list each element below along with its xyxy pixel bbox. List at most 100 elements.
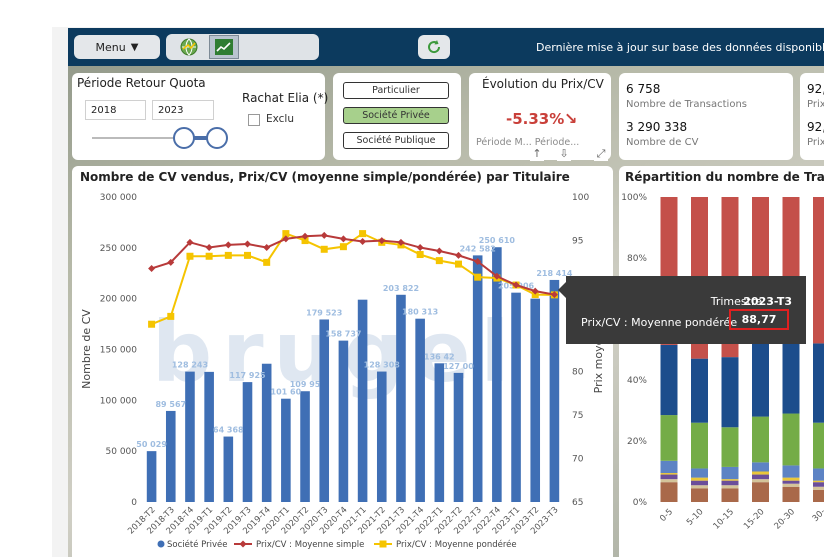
bar-value-label: 180 313	[402, 308, 438, 317]
focus-mode-icon[interactable]: ⤢	[594, 147, 608, 161]
bar-value-label: 203 822	[383, 284, 419, 293]
tooltip-label-price: Prix/CV : Moyenne pondérée	[581, 316, 738, 329]
x-tick-label: 5-10	[685, 507, 706, 528]
x-tick-label: 20-30	[773, 507, 798, 532]
bar	[472, 255, 483, 502]
rachat-title: Rachat Elia (*)	[242, 91, 329, 105]
line-point	[224, 241, 232, 249]
bar-value-label: 250 610	[479, 236, 516, 245]
stack-segment	[721, 485, 739, 489]
period-title: Période Retour Quota	[77, 76, 206, 90]
stack-segment	[721, 427, 739, 467]
y-tick-label: 40%	[627, 376, 647, 386]
y2-tick-label: 65	[572, 498, 583, 508]
stack-segment	[782, 486, 800, 502]
line-point	[416, 251, 424, 259]
stack-segment	[782, 340, 800, 414]
y-tick-label: 250 000	[100, 244, 137, 254]
bar-value-label: 109 95	[290, 380, 321, 389]
right-chart-title: Répartition du nombre de Trans	[625, 170, 824, 184]
y-tick-label: 200 000	[100, 295, 137, 305]
stack-segment	[813, 489, 824, 502]
filter-icon[interactable]: ⇩	[557, 147, 571, 161]
tooltip-label-quarter: Trimestre	[710, 295, 762, 308]
year-to-input[interactable]: 2023	[152, 100, 214, 120]
refresh-button[interactable]	[418, 35, 450, 59]
line-point	[359, 237, 367, 245]
segment-societe-publique[interactable]: Société Publique	[343, 132, 449, 149]
legend-label: Prix/CV : Moyenne simple	[256, 540, 364, 550]
stack-segment	[691, 485, 708, 489]
legend-label: Société Privée	[167, 539, 227, 550]
legend-label: Prix/CV : Moyenne pondérée	[396, 539, 517, 550]
y2-axis-label: Prix moye	[592, 338, 605, 393]
series-line	[151, 234, 555, 296]
bar	[204, 371, 214, 502]
y-tick-label: 50 000	[106, 447, 138, 457]
line-point	[493, 272, 501, 280]
line-point	[244, 240, 251, 248]
stack-segment	[752, 479, 769, 483]
slider-handle-from[interactable]	[173, 127, 195, 149]
bar	[261, 363, 272, 502]
stack-segment	[782, 483, 800, 487]
y-tick-label: 100 000	[100, 396, 137, 406]
bar	[281, 398, 291, 502]
line-point	[339, 243, 347, 251]
line-point	[205, 244, 213, 252]
stack-segment	[691, 477, 708, 481]
update-text: Dernière mise à jour sur base des donnée…	[536, 41, 824, 54]
exclu-checkbox[interactable]	[248, 114, 260, 126]
stack-segment	[813, 197, 824, 344]
bar	[492, 247, 502, 502]
bar	[415, 318, 425, 502]
bar-value-label: 179 523	[306, 308, 342, 317]
segment-societe-privee[interactable]: Société Privée	[343, 107, 449, 124]
stack-segment	[813, 468, 824, 481]
segment-card: Particulier Société Privée Société Publi…	[333, 73, 461, 160]
globe-icon[interactable]	[178, 37, 200, 57]
stack-segment	[660, 474, 678, 480]
y2-tick-label: 100	[572, 193, 589, 203]
price-label-2: Prix	[807, 137, 824, 148]
stack-segment	[782, 465, 800, 478]
stack-segment	[752, 482, 769, 502]
menu-button[interactable]: Menu ▼	[74, 35, 160, 59]
tooltip-value-price: 88,77	[729, 309, 789, 330]
y-tick-label: 300 000	[100, 193, 137, 203]
bar	[530, 298, 541, 502]
range-slider-track[interactable]	[92, 137, 214, 139]
line-point	[205, 252, 213, 260]
chart-view-icon[interactable]	[209, 35, 239, 59]
stack-segment	[813, 480, 824, 483]
year-from-input[interactable]: 2018	[85, 100, 146, 120]
line-point	[416, 244, 424, 252]
x-tick-label: 0-5	[658, 507, 675, 524]
stack-segment	[691, 468, 708, 478]
y-tick-label: 150 000	[100, 346, 137, 356]
evolution-subtitle: Période M... Période...	[476, 137, 580, 148]
transactions-label: Nombre de Transactions	[626, 99, 748, 110]
top-margin	[52, 0, 824, 27]
stack-segment	[691, 358, 708, 423]
bar	[242, 382, 253, 502]
bar	[185, 371, 195, 502]
stack-segment	[691, 488, 708, 502]
price-card: 92, Prix 92, Prix	[800, 73, 824, 160]
segment-particulier[interactable]: Particulier	[343, 82, 449, 99]
line-point	[282, 235, 290, 243]
left-margin	[0, 0, 52, 557]
line-point	[148, 320, 156, 328]
y-tick-label: 0%	[633, 498, 648, 508]
stack-segment	[752, 462, 769, 472]
line-point	[301, 232, 309, 240]
line-point	[263, 244, 271, 252]
legend-marker	[157, 540, 165, 548]
stack-segment	[752, 474, 769, 480]
pin-icon[interactable]: ↑	[530, 147, 544, 161]
stack-segment	[721, 479, 739, 481]
bar-value-label: 89 567	[155, 400, 186, 409]
menu-label: Menu	[95, 40, 126, 54]
stack-segment	[813, 482, 824, 487]
slider-handle-to[interactable]	[206, 127, 228, 149]
